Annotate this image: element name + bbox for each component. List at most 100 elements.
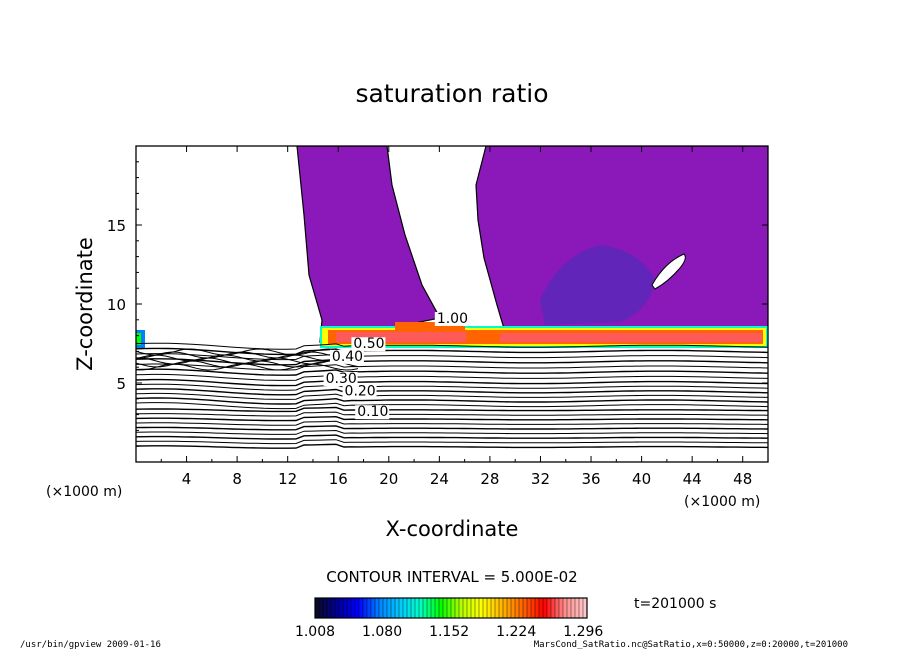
colorbar-segment <box>351 598 356 618</box>
colorbar-segment <box>411 598 416 618</box>
x-tick-label: 12 <box>278 470 297 488</box>
colorbar-segment <box>355 598 360 618</box>
colorbar-segment <box>423 598 428 618</box>
contour-line <box>136 406 768 413</box>
x-unit-right: (×1000 m) <box>684 494 760 510</box>
high-saturation-band <box>136 322 768 348</box>
x-tick-label: 32 <box>531 470 550 488</box>
contour-line <box>136 397 768 405</box>
time-text: t=201000 s <box>634 596 716 612</box>
contour-line <box>136 383 768 391</box>
colorbar-segment <box>535 598 540 618</box>
colorbar-segment <box>547 598 552 618</box>
colorbar-segment <box>507 598 512 618</box>
colorbar-segment <box>483 598 488 618</box>
contour-label-bg <box>351 337 386 352</box>
plot-content <box>136 146 768 449</box>
colorbar-segment <box>371 598 376 618</box>
colorbar-segment <box>539 598 544 618</box>
colorbar-tick-label: 1.296 <box>563 624 603 640</box>
contour-line <box>136 342 768 350</box>
colorbar-segment <box>435 598 440 618</box>
colorbar-segment <box>363 598 368 618</box>
colorbar-segment <box>543 598 548 618</box>
colorbar-segment <box>375 598 380 618</box>
colorbar-segment <box>399 598 404 618</box>
colorbar-segment <box>443 598 448 618</box>
x-unit-left: (×1000 m) <box>46 484 122 500</box>
colorbar-segment <box>487 598 492 618</box>
colorbar-labels: 1.008 1.080 1.152 1.224 1.296 <box>295 624 603 640</box>
colorbar-segment <box>391 598 396 618</box>
contour-line <box>136 439 768 445</box>
colorbar-segment <box>315 598 320 618</box>
footer-right: MarsCond_SatRatio.nc@SatRatio,x=0:50000,… <box>533 640 848 650</box>
contour-line-wavy <box>136 351 359 359</box>
contour-line <box>136 358 768 366</box>
colorbar-segment <box>383 598 388 618</box>
x-axis-ticks: 4 8 12 16 20 24 28 32 36 40 44 48 <box>160 146 752 488</box>
contour-interval-text: CONTOUR INTERVAL = 5.000E-02 <box>326 568 577 586</box>
contour-line <box>136 378 768 387</box>
colorbar-segment <box>583 598 588 618</box>
colorbar-segment <box>511 598 516 618</box>
colorbar-segment <box>455 598 460 618</box>
contour-label: 1.00 <box>437 311 468 327</box>
colorbar-segment <box>527 598 532 618</box>
contour-line <box>136 363 768 371</box>
colorbar-segment <box>367 598 372 618</box>
x-tick-label: 36 <box>581 470 600 488</box>
colorbar-segment <box>327 598 332 618</box>
x-tick-label: 48 <box>733 470 752 488</box>
colorbar-segment <box>395 598 400 618</box>
x-tick-label: 24 <box>430 470 449 488</box>
colorbar-segment <box>575 598 580 618</box>
contour-label: 0.30 <box>326 371 357 387</box>
colorbar-segment <box>415 598 420 618</box>
colorbar-frame <box>314 597 588 619</box>
x-tick-label: 8 <box>232 470 242 488</box>
x-tick-label: 40 <box>632 470 651 488</box>
contour-label: 0.10 <box>357 404 388 420</box>
contour-line <box>136 443 768 449</box>
colorbar-segment <box>463 598 468 618</box>
colorbar-tick-label: 1.008 <box>295 624 335 640</box>
contour-label-bg <box>329 349 364 364</box>
colorbar-segment <box>339 598 344 618</box>
y-tick-label: 10 <box>107 296 126 314</box>
footer-left: /usr/bin/gpview 2009-01-16 <box>20 640 161 650</box>
colorbar-segment <box>347 598 352 618</box>
colorbar-tick-label: 1.152 <box>429 624 469 640</box>
contour-line <box>136 429 768 435</box>
supersaturation-patches <box>540 245 655 325</box>
contour-line <box>136 373 768 381</box>
colorbar-segment <box>563 598 568 618</box>
contour-labels: 1.00 0.500.40 0.300.20 0.10 <box>323 311 469 420</box>
contour-line <box>136 347 768 356</box>
colorbar-segment <box>503 598 508 618</box>
x-axis-label: X-coordinate <box>386 517 519 541</box>
colorbar-segment <box>359 598 364 618</box>
colorbar-tick-label: 1.080 <box>362 624 402 640</box>
colorbar-segment <box>479 598 484 618</box>
contour-label-bg <box>355 405 390 420</box>
colorbar-segment <box>519 598 524 618</box>
contour-line <box>136 388 768 396</box>
contour-line <box>136 425 768 431</box>
colorbar <box>314 598 588 618</box>
contour-line-wavy <box>136 363 359 371</box>
colorbar-segment <box>439 598 444 618</box>
contour-lines <box>136 342 768 449</box>
colorbar-segment <box>579 598 584 618</box>
contour-line <box>136 420 768 426</box>
colorbar-segment <box>431 598 436 618</box>
x-tick-label: 4 <box>182 470 192 488</box>
colorbar-segment <box>559 598 564 618</box>
colorbar-segment <box>427 598 432 618</box>
colorbar-segment <box>551 598 556 618</box>
colorbar-segment <box>523 598 528 618</box>
colorbar-segment <box>499 598 504 618</box>
unsaturated-pocket <box>651 253 686 290</box>
y-axis-label: Z-coordinate <box>73 237 97 371</box>
